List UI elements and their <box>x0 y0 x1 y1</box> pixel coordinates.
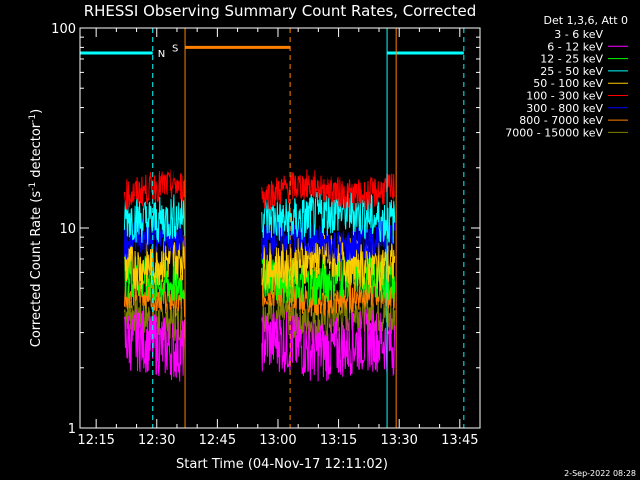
chart-title: RHESSI Observing Summary Count Rates, Co… <box>84 2 477 20</box>
series-line-5-segment-0 <box>123 169 186 211</box>
annotation-label-0: N <box>158 49 165 60</box>
series-line-3-segment-1 <box>261 188 396 244</box>
legend-label-6: 300 - 800 keV <box>526 102 603 115</box>
x-tick-label-5: 13:30 <box>380 433 417 448</box>
x-tick-label-2: 12:45 <box>199 433 236 448</box>
x-tick-label-1: 12:30 <box>138 433 175 448</box>
series-line-3-segment-0 <box>123 192 186 245</box>
plot-area: NS 12:15 12:30 12:45 13:00 13:15 13:30 13:4511… <box>51 22 481 448</box>
x-tick-label-6: 13:45 <box>441 433 478 448</box>
x-tick-label-3: 13:00 <box>259 433 296 448</box>
legend-label-2: 12 - 25 keV <box>540 53 603 66</box>
series-line-4-segment-0 <box>123 235 186 291</box>
legend-label-5: 100 - 300 keV <box>526 90 603 103</box>
legend-label-0: 3 - 6 keV <box>554 28 603 41</box>
x-axis-label: Start Time (04-Nov-17 12:11:02) <box>176 457 388 472</box>
annotation-label-2: S <box>172 43 178 54</box>
series-line-5-segment-1 <box>261 169 396 211</box>
legend-label-7: 800 - 7000 keV <box>519 114 603 127</box>
y-tick-label-2: 100 <box>51 22 76 37</box>
series-line-0-segment-0 <box>123 141 186 182</box>
legend-label-4: 50 - 100 keV <box>533 77 603 90</box>
y-tick-label-0: 1 <box>68 422 76 437</box>
legend-label-1: 6 - 12 keV <box>547 40 603 53</box>
series-line-6-segment-1 <box>261 218 396 264</box>
series-line-1-segment-1 <box>261 308 396 382</box>
y-axis-label: Corrected Count Rate (s-1 detector-1) <box>28 109 44 347</box>
x-tick-label-0: 12:15 <box>77 433 114 448</box>
data-layer <box>123 140 396 382</box>
series-line-1-segment-0 <box>123 308 186 382</box>
legend-label-8: 7000 - 15000 keV <box>505 126 603 139</box>
legend-title: Det 1,3,6, Att 0 <box>544 14 628 27</box>
tick-layer: 12:15 12:30 12:45 13:00 13:15 13:30 13:45 1 10 10… <box>51 22 481 448</box>
legend-label-3: 25 - 50 keV <box>540 65 603 78</box>
footer-date: 2-Sep-2022 08:28 <box>564 469 636 478</box>
x-tick-label-4: 13:15 <box>320 433 357 448</box>
series-line-0-segment-1 <box>261 140 396 186</box>
y-tick-label-1: 10 <box>59 222 76 237</box>
